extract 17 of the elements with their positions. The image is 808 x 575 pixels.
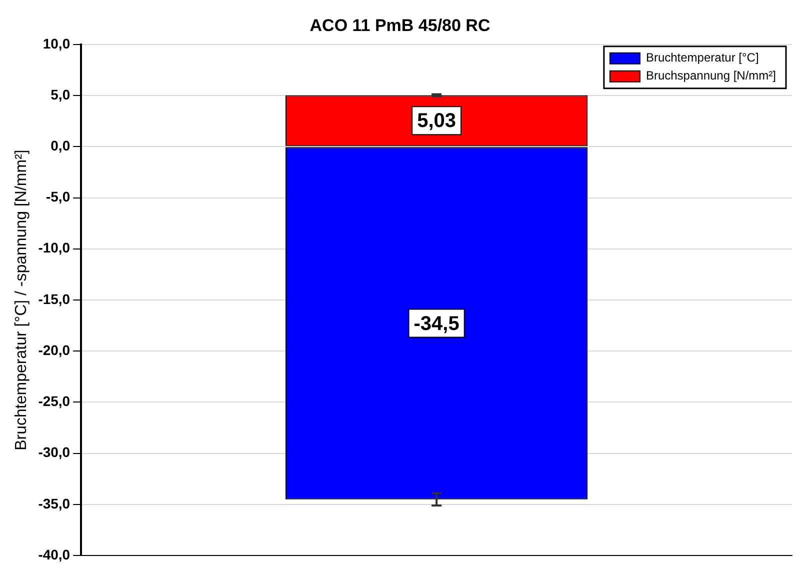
y-tick-label: -20,0	[38, 342, 70, 358]
y-axis-title: Bruchtemperatur [°C] / -spannung [N/mm²]	[13, 150, 30, 450]
y-tick-label: 5,0	[50, 86, 70, 102]
data-label: -34,5	[414, 312, 460, 335]
y-tick-label: -15,0	[38, 290, 70, 307]
y-tick-label: -30,0	[38, 444, 70, 460]
y-tick-label: 10,0	[42, 35, 70, 52]
data-label: 5,03	[417, 110, 456, 132]
y-tick-label: -10,0	[38, 240, 70, 256]
y-tick-label: -5,0	[46, 188, 70, 205]
legend-label: Bruchtemperatur [°C]	[646, 50, 759, 65]
y-tick-label: 0,0	[50, 138, 70, 154]
y-tick-label: -25,0	[38, 393, 70, 410]
y-tick-label: -40,0	[38, 546, 70, 562]
y-tick-label: -35,0	[38, 495, 70, 512]
chart-title: ACO 11 PmB 45/80 RC	[310, 16, 490, 35]
legend-label: Bruchspannung [N/mm²]	[646, 68, 776, 83]
